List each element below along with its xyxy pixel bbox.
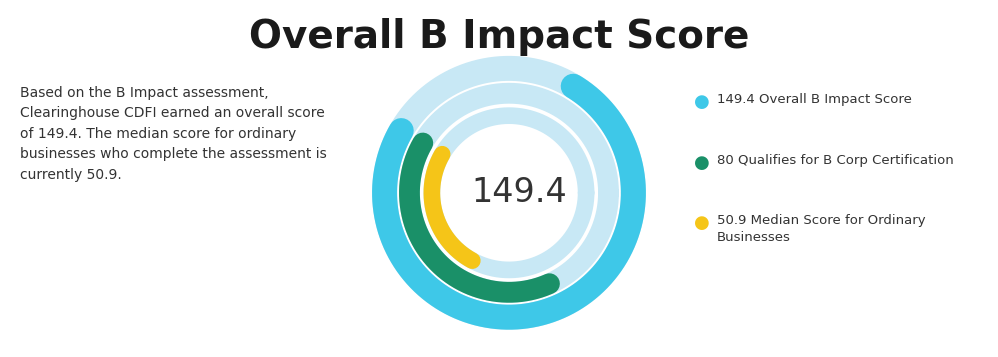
Text: 50.9 Median Score for Ordinary
Businesses: 50.9 Median Score for Ordinary Businesse… [717, 214, 925, 244]
Text: ●: ● [694, 154, 710, 171]
Text: 149.4: 149.4 [471, 176, 567, 209]
Text: Based on the B Impact assessment,
Clearinghouse CDFI earned an overall score
of : Based on the B Impact assessment, Cleari… [20, 86, 326, 182]
Text: Overall B Impact Score: Overall B Impact Score [249, 18, 749, 56]
Text: 80 Qualifies for B Corp Certification: 80 Qualifies for B Corp Certification [717, 154, 953, 166]
Text: 149.4 Overall B Impact Score: 149.4 Overall B Impact Score [717, 93, 911, 106]
Text: ●: ● [694, 93, 710, 111]
Text: ●: ● [694, 214, 710, 232]
